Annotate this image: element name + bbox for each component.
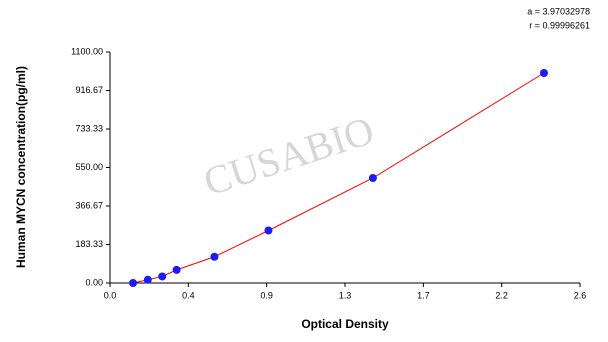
x-tick-label: 0.9 [260,290,273,300]
x-tick-label: 2.2 [495,290,508,300]
point [539,69,548,77]
x-axis-title: Optical Density [301,317,389,331]
point [172,265,181,274]
y-tick-label: 733.33 [75,123,103,133]
y-tick-label: 550.00 [75,162,103,172]
y-tick-label: 916.67 [75,85,103,95]
x-tick-label: 0.0 [104,290,117,300]
x-tick-label: 2.6 [574,290,587,300]
point [158,272,167,281]
point [143,275,152,284]
x-tick-label: 0.4 [182,290,195,300]
y-tick-label: 366.67 [75,200,103,210]
point [264,226,273,235]
y-axis-title: Human MYCN concentration(pg/ml) [14,66,28,268]
x-tick-label: 1.7 [417,290,430,300]
x-tick-label: 1.3 [339,290,352,300]
fit-line [132,72,545,284]
y-tick-label: 1100.00 [71,46,103,56]
watermark: CUSABIO [198,107,379,204]
annotation: r = 0.99996261 [529,20,590,30]
annotation: a = 3.97032978 [527,6,590,16]
point [368,174,377,182]
point [129,279,138,287]
point [210,252,219,261]
y-tick-label: 0.00 [85,277,103,287]
y-tick-label: 183.33 [75,239,103,249]
